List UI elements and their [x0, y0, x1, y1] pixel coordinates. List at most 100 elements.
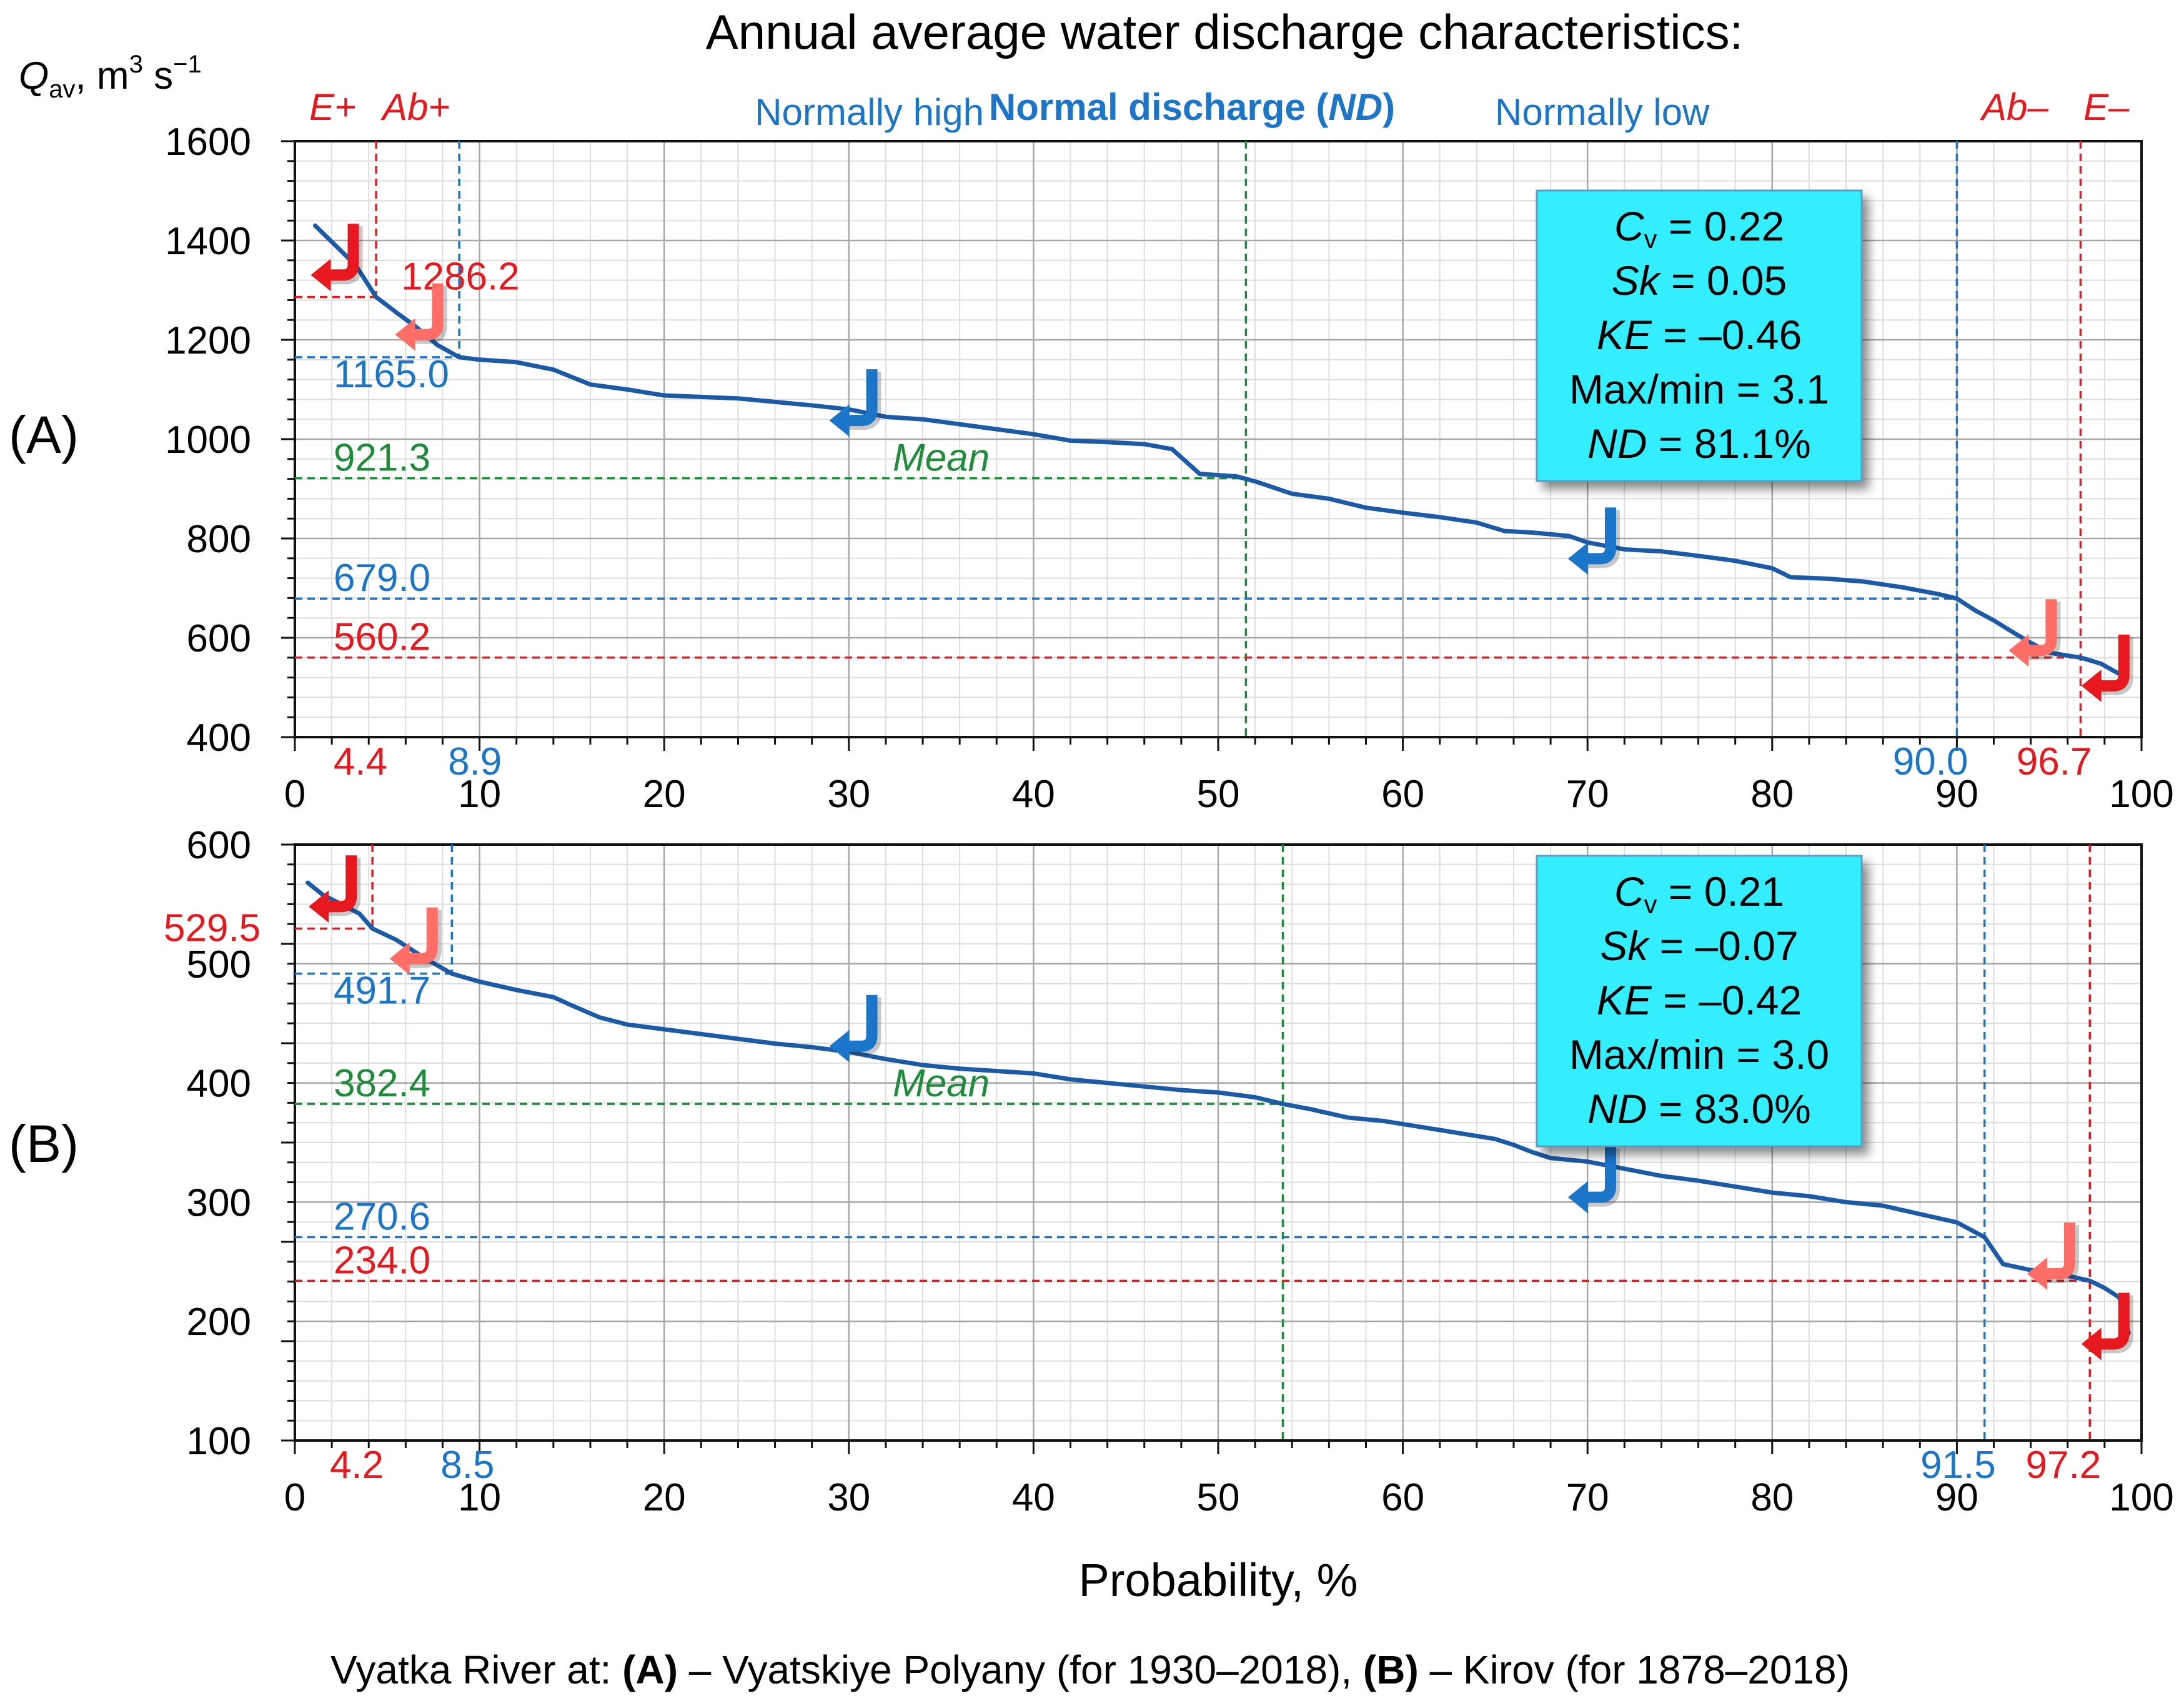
y-tick-label: 300	[187, 1181, 251, 1224]
threshold-value-label: 270.6	[334, 1195, 430, 1238]
x-tick-label: 60	[1381, 773, 1424, 816]
y-tick-label: 1400	[165, 220, 251, 263]
arrow-body	[1585, 1146, 1616, 1203]
arrow-head	[309, 890, 329, 923]
threshold-prob-label: 97.2	[2026, 1444, 2102, 1487]
arrow-head	[395, 318, 415, 351]
x-tick-label: 90	[1935, 1476, 1978, 1519]
arrow-head	[2081, 669, 2102, 702]
threshold-value-label: 1286.2	[401, 255, 520, 298]
stats-value: Max/min = 3.1	[1569, 366, 1829, 412]
x-tick-label: 20	[643, 1476, 686, 1519]
zone-e-plus: E+	[309, 86, 356, 128]
stats-line: Sk = 0.05	[1612, 257, 1787, 304]
panel-a-label: (A)	[9, 405, 79, 464]
y-tick-label: 600	[187, 824, 251, 867]
stats-key: KE	[1597, 977, 1652, 1023]
threshold-value-label: 491.7	[334, 970, 430, 1013]
arrow-body	[1585, 507, 1616, 565]
stats-line: Cv = 0.22	[1614, 203, 1784, 254]
arrow-head	[1567, 542, 1588, 575]
x-tick-label: 90	[1935, 773, 1978, 816]
arrow-e-plus-icon	[310, 224, 363, 292]
y-tick-label: 600	[187, 617, 251, 660]
x-tick-label: 50	[1197, 773, 1240, 816]
x-tick-label: 0	[284, 1476, 305, 1519]
threshold-prob-label: 8.9	[448, 740, 502, 783]
stats-key: ND	[1587, 420, 1647, 467]
arrow-ab-plus-icon	[395, 283, 447, 351]
arrow-head	[2027, 1257, 2047, 1290]
y-axis-label: Qav, m3 s−1	[19, 51, 202, 103]
zone-normal-suffix: )	[1382, 86, 1395, 128]
y-tick-label: 1200	[165, 319, 251, 362]
stats-line: KE = –0.46	[1597, 312, 1802, 358]
stats-value: = 0.05	[1660, 257, 1787, 304]
arrow-body	[412, 283, 444, 340]
stats-key: C	[1614, 868, 1645, 915]
arrow-body	[326, 855, 357, 913]
major-grid	[294, 140, 2143, 738]
zone-ab-minus: Ab–	[1980, 86, 2048, 128]
threshold-value-label: 382.4	[334, 1062, 430, 1105]
x-axis-label: Probability, %	[1079, 1554, 1358, 1606]
arrow-body	[846, 994, 878, 1052]
threshold-value-label: 679.0	[334, 557, 430, 600]
y-tick-label: 500	[187, 943, 251, 986]
tick-marks	[281, 843, 2143, 1454]
y-axis-label-sub: av	[49, 76, 75, 103]
discharge-curve	[313, 223, 2123, 678]
zone-normal-prefix: Normal discharge (	[989, 86, 1329, 128]
x-tick-label: 50	[1197, 1476, 1240, 1519]
zone-e-minus: E–	[2083, 86, 2130, 128]
x-tick-label: 70	[1566, 1476, 1609, 1519]
zone-normally-high: Normally high	[755, 91, 984, 133]
stats-key: KE	[1597, 312, 1652, 358]
panel-a: 0 10 20 30 40 50 60 70 80 90 100 400 600 800 1000 1200 1…	[165, 121, 2174, 816]
arrow-e-minus-icon	[2081, 1292, 2133, 1361]
caption-b-text: – Kirov (for 1878–2018)	[1419, 1647, 1850, 1692]
y-tick-label: 1600	[165, 121, 251, 164]
x-tick-label: 10	[458, 1476, 501, 1519]
arrow-normal-high-icon	[829, 994, 881, 1063]
x-tick-label: 70	[1566, 773, 1609, 816]
tick-marks	[281, 140, 2143, 751]
caption-b-bold: (B)	[1363, 1647, 1419, 1692]
mean-label: Mean	[893, 437, 990, 480]
stats-value: = –0.07	[1648, 923, 1798, 969]
threshold-prob-label: 4.2	[330, 1444, 384, 1487]
stats-value: = 81.1%	[1647, 420, 1810, 467]
arrow-body	[846, 369, 878, 427]
threshold-value-label: 529.5	[164, 907, 261, 950]
zone-normal-nd: ND	[1328, 86, 1382, 128]
arrow-head	[829, 404, 850, 437]
y-tick-label: 200	[187, 1301, 251, 1344]
x-tick-label: 20	[643, 773, 686, 816]
threshold-prob-label: 8.5	[440, 1444, 494, 1487]
arrow-body	[2026, 599, 2057, 657]
stats-line: ND = 83.0%	[1587, 1086, 1811, 1132]
threshold-value-label: 234.0	[334, 1239, 430, 1282]
stats-value: = 83.0%	[1647, 1086, 1810, 1132]
stats-sub: v	[1644, 890, 1657, 919]
caption: Vyatka River at: (A) – Vyatskiye Polyany…	[330, 1647, 1850, 1692]
stats-sub: v	[1644, 224, 1657, 254]
zone-normally-low: Normally low	[1495, 91, 1710, 133]
arrow-head	[1567, 1181, 1588, 1214]
x-tick-label: 100	[2109, 1476, 2173, 1519]
stats-key: Sk	[1600, 923, 1650, 969]
x-tick-label: 100	[2109, 773, 2173, 816]
arrow-normal-low-icon	[1567, 1146, 1620, 1214]
zone-normal-discharge: Normal discharge (ND)	[989, 86, 1395, 128]
stats-box	[1536, 855, 1863, 1148]
stats-value: = 0.22	[1657, 203, 1785, 249]
threshold-prob-label: 91.5	[1920, 1444, 1996, 1487]
arrow-head	[389, 942, 410, 975]
arrow-body	[2098, 1292, 2130, 1350]
arrow-ab-minus-icon	[2027, 1222, 2079, 1290]
stats-key: C	[1614, 203, 1645, 249]
discharge-curve	[305, 880, 2131, 1336]
arrow-body	[2044, 1222, 2075, 1279]
y-axis-label-sup3: 3	[129, 51, 143, 78]
